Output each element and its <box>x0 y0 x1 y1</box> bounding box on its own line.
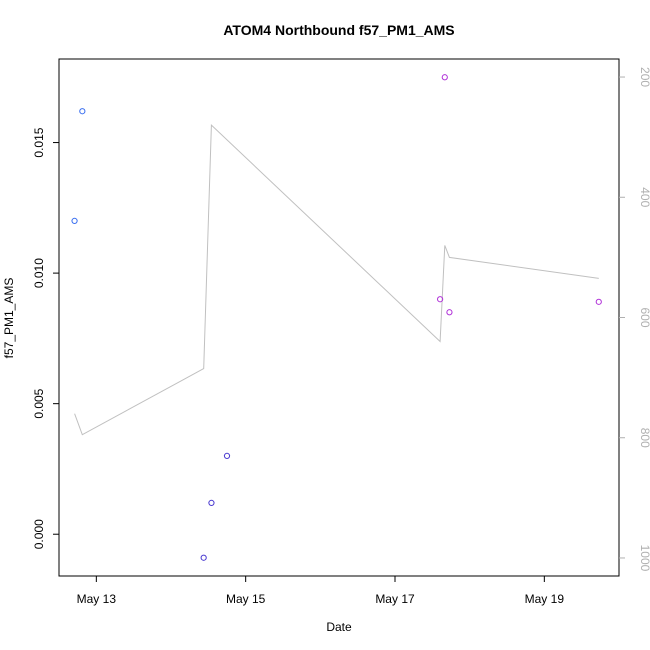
data-point <box>437 296 444 303</box>
y2-tick-label: 600 <box>638 307 650 327</box>
x-tick-label: May 15 <box>226 592 266 606</box>
chart-title: ATOM4 Northbound f57_PM1_AMS <box>223 22 454 38</box>
y-tick-label: 0.000 <box>32 519 46 549</box>
plot-frame <box>58 58 620 577</box>
x-tick-label: May 17 <box>375 592 415 606</box>
x-tick-label: May 13 <box>77 592 117 606</box>
data-point <box>441 74 448 81</box>
points-layer <box>71 74 602 561</box>
y-axis-label: f57_PM1_AMS <box>2 278 16 359</box>
y2-tick-label: 200 <box>638 67 650 87</box>
data-point <box>208 499 215 506</box>
y2-tick-label: 1000 <box>638 545 650 572</box>
data-point <box>79 108 86 115</box>
y2-tick-label: 400 <box>638 187 650 207</box>
x-axis: May 13 May 15 May 17 May 19 <box>77 576 565 606</box>
y-tick-label: 0.010 <box>32 258 46 288</box>
y-axis: 0.000 0.005 0.010 0.015 <box>32 127 59 549</box>
data-point <box>223 452 231 459</box>
data-point <box>595 298 602 305</box>
data-point <box>446 309 453 316</box>
y2-tick-label: 800 <box>638 428 650 448</box>
secondary-series-line <box>74 123 599 436</box>
secondary-line-layer <box>74 123 599 436</box>
data-point <box>200 554 207 561</box>
data-point <box>71 217 78 224</box>
y2-axis: 200 400 600 800 1000 <box>619 67 650 572</box>
y-tick-label: 0.015 <box>32 127 46 157</box>
y-tick-label: 0.005 <box>32 388 46 418</box>
x-axis-label: Date <box>326 620 352 634</box>
x-tick-label: May 19 <box>525 592 565 606</box>
